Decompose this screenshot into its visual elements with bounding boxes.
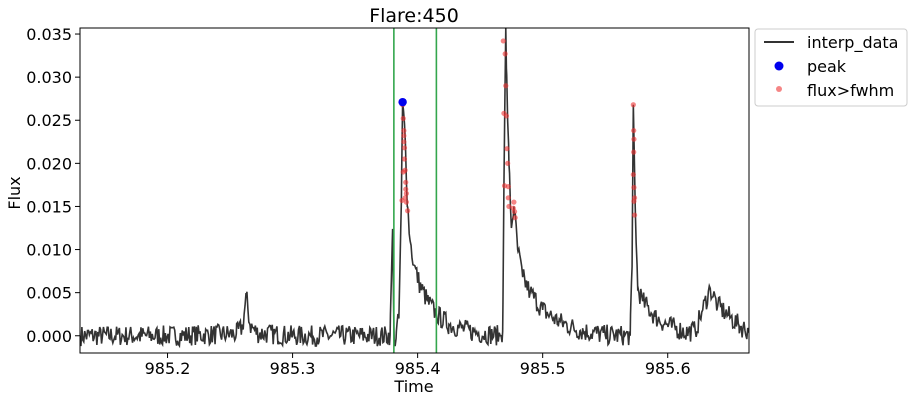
fwhm-point-20 bbox=[503, 83, 509, 89]
fwhm-point-9 bbox=[403, 199, 409, 205]
x-tick-label-3: 985.5 bbox=[520, 359, 566, 378]
fwhm-point-32 bbox=[631, 127, 637, 134]
series-line-interp-data bbox=[80, 28, 749, 349]
y-tick-label-5: 0.025 bbox=[26, 111, 72, 130]
y-tick-label-4: 0.020 bbox=[26, 154, 72, 173]
fwhm-point-23 bbox=[505, 160, 511, 166]
fwhm-point-5 bbox=[401, 156, 408, 162]
fwhm-point-22 bbox=[504, 146, 510, 152]
legend-interp-label: interp_data bbox=[807, 33, 898, 53]
y-tick-label-2: 0.010 bbox=[26, 241, 72, 260]
fwhm-point-33 bbox=[631, 136, 637, 142]
legend-fwhm-label: flux>fwhm bbox=[807, 81, 894, 100]
fwhm-point-34 bbox=[631, 149, 637, 155]
peak-point-0 bbox=[398, 97, 407, 107]
fwhm-point-35 bbox=[630, 171, 636, 178]
x-tick-label-4: 985.6 bbox=[645, 359, 691, 378]
fwhm-point-29 bbox=[510, 205, 516, 211]
plot-frame bbox=[79, 27, 750, 354]
fwhm-point-31 bbox=[630, 102, 636, 108]
fwhm-point-10 bbox=[405, 208, 411, 214]
fwhm-point-36 bbox=[631, 184, 637, 191]
fwhm-point-28 bbox=[512, 215, 518, 221]
fwhm-point-25 bbox=[506, 203, 512, 210]
fwhm-point-7 bbox=[403, 179, 409, 185]
plot-area bbox=[80, 28, 749, 353]
fwhm-point-39 bbox=[631, 198, 637, 204]
x-tick-label-0: 985.2 bbox=[145, 359, 191, 378]
fwhm-point-21 bbox=[503, 113, 510, 119]
fwhm-point-26 bbox=[511, 199, 517, 205]
fwhm-point-3 bbox=[401, 127, 407, 134]
legend-fwhm-marker bbox=[776, 86, 782, 92]
legend-frame bbox=[754, 28, 908, 107]
y-tick-label-6: 0.030 bbox=[26, 68, 72, 87]
fwhm-point-15 bbox=[402, 195, 408, 201]
fwhm-point-19 bbox=[502, 51, 508, 57]
y-tick-label-7: 0.035 bbox=[26, 25, 72, 44]
legend-peak-marker bbox=[774, 61, 784, 71]
y-tick-label-0: 0.000 bbox=[26, 327, 72, 346]
y-tick-label-3: 0.015 bbox=[26, 197, 72, 216]
y-axis-label: Flux bbox=[5, 176, 24, 209]
fwhm-point-16 bbox=[500, 38, 506, 44]
y-tick-label-1: 0.005 bbox=[26, 284, 72, 303]
fwhm-point-30 bbox=[505, 195, 511, 201]
x-tick-label-2: 985.4 bbox=[395, 359, 441, 378]
fwhm-point-24 bbox=[505, 184, 511, 190]
fwhm-point-38 bbox=[631, 212, 638, 218]
legend-peak-label: peak bbox=[807, 57, 847, 76]
fwhm-point-2 bbox=[400, 115, 406, 122]
legend: interp_data peak flux>fwhm bbox=[754, 28, 908, 107]
fwhm-point-8 bbox=[403, 190, 409, 197]
fwhm-point-11 bbox=[401, 133, 407, 139]
fwhm-point-4 bbox=[401, 139, 407, 145]
x-axis-label: Time bbox=[393, 377, 433, 396]
chart-title: Flare:450 bbox=[369, 5, 459, 27]
x-tick-label-1: 985.3 bbox=[270, 359, 316, 378]
fwhm-point-13 bbox=[403, 186, 409, 192]
fwhm-point-14 bbox=[400, 169, 406, 175]
fwhm-point-12 bbox=[401, 145, 408, 151]
